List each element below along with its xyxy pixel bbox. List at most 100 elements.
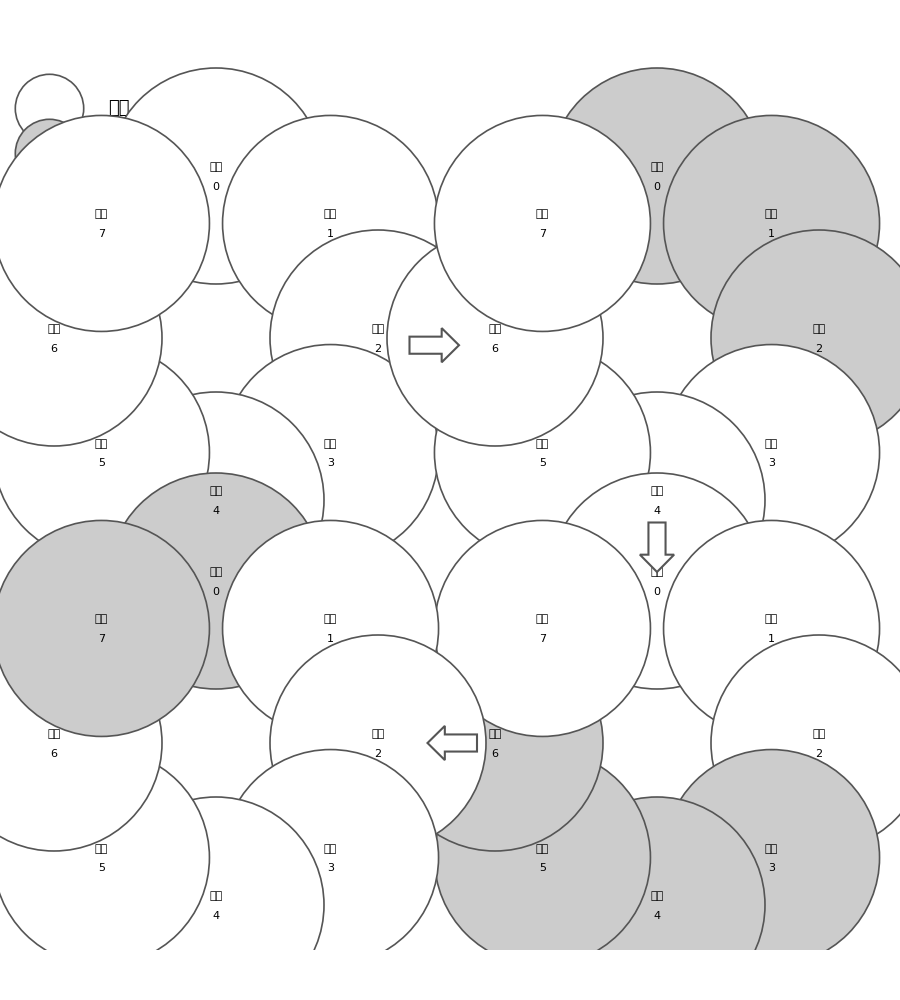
Circle shape (0, 520, 210, 736)
Text: 元件: 元件 (765, 844, 778, 854)
Circle shape (663, 115, 879, 331)
Text: 元件: 元件 (536, 614, 549, 624)
Circle shape (663, 345, 879, 561)
Circle shape (0, 635, 162, 851)
Circle shape (222, 115, 438, 331)
Text: 2: 2 (815, 749, 823, 759)
Circle shape (549, 392, 765, 608)
Text: 元件: 元件 (210, 162, 222, 172)
Text: 元件: 元件 (94, 439, 108, 449)
Text: 3: 3 (327, 458, 334, 468)
Circle shape (549, 68, 765, 284)
Text: 元件: 元件 (48, 729, 60, 739)
Circle shape (663, 520, 879, 736)
Circle shape (387, 635, 603, 851)
Text: 元件: 元件 (765, 614, 778, 624)
Text: 1: 1 (327, 229, 334, 239)
Text: t0: t0 (279, 149, 297, 167)
Circle shape (435, 115, 651, 331)
Circle shape (0, 115, 210, 331)
Text: 元件: 元件 (48, 324, 60, 334)
Text: 元件: 元件 (813, 729, 825, 739)
Text: 7: 7 (539, 634, 546, 644)
Text: 元件: 元件 (372, 729, 384, 739)
Circle shape (108, 797, 324, 1000)
Text: t2: t2 (666, 554, 684, 572)
Text: 7: 7 (539, 229, 546, 239)
Text: 1: 1 (327, 634, 334, 644)
Text: 3: 3 (768, 863, 775, 873)
Text: 有效: 有效 (108, 144, 130, 162)
Text: 0: 0 (212, 182, 220, 192)
Circle shape (15, 119, 84, 188)
Text: 1: 1 (768, 229, 775, 239)
Text: 元件: 元件 (536, 844, 549, 854)
Text: 5: 5 (98, 863, 105, 873)
Text: 4: 4 (653, 506, 661, 516)
Circle shape (435, 750, 651, 966)
Circle shape (222, 345, 438, 561)
Text: 6: 6 (50, 344, 58, 354)
Text: 6: 6 (491, 749, 499, 759)
Text: 元件: 元件 (765, 439, 778, 449)
Circle shape (108, 68, 324, 284)
Circle shape (270, 230, 486, 446)
Text: 元件: 元件 (210, 891, 222, 901)
Text: t1: t1 (666, 149, 684, 167)
Text: 元件: 元件 (372, 324, 384, 334)
Circle shape (549, 473, 765, 689)
Text: 3: 3 (327, 863, 334, 873)
Circle shape (222, 520, 438, 736)
Polygon shape (410, 328, 459, 362)
Circle shape (387, 230, 603, 446)
Text: 4: 4 (212, 506, 220, 516)
Text: 元件: 元件 (210, 567, 222, 577)
Text: 4: 4 (212, 911, 220, 921)
Circle shape (711, 230, 900, 446)
Text: 元件: 元件 (94, 614, 108, 624)
Circle shape (0, 230, 162, 446)
Polygon shape (640, 522, 674, 572)
Text: 2: 2 (374, 344, 382, 354)
Text: 4: 4 (653, 911, 661, 921)
Circle shape (0, 345, 210, 561)
Text: 无效: 无效 (108, 100, 130, 117)
Text: 元件: 元件 (536, 439, 549, 449)
Text: 3: 3 (768, 458, 775, 468)
Text: 7: 7 (98, 229, 105, 239)
Circle shape (711, 635, 900, 851)
Text: 元件: 元件 (651, 891, 663, 901)
Circle shape (270, 635, 486, 851)
Circle shape (222, 750, 438, 966)
Text: 元件: 元件 (489, 324, 501, 334)
Text: 元件: 元件 (651, 486, 663, 496)
Circle shape (663, 750, 879, 966)
Text: 6: 6 (50, 749, 58, 759)
Text: 元件: 元件 (536, 209, 549, 219)
Circle shape (108, 473, 324, 689)
Circle shape (435, 345, 651, 561)
Text: 元件: 元件 (94, 209, 108, 219)
Text: t3: t3 (261, 554, 279, 572)
Text: 6: 6 (491, 344, 499, 354)
Text: 2: 2 (374, 749, 382, 759)
Text: 元件: 元件 (324, 209, 338, 219)
Text: 元件: 元件 (324, 614, 338, 624)
Circle shape (108, 392, 324, 608)
Text: 元件: 元件 (489, 729, 501, 739)
Text: 元件: 元件 (94, 844, 108, 854)
Circle shape (0, 750, 210, 966)
Text: 0: 0 (212, 587, 220, 597)
Text: 元件: 元件 (210, 486, 222, 496)
Text: 元件: 元件 (813, 324, 825, 334)
Polygon shape (428, 726, 477, 760)
Text: 元件: 元件 (324, 439, 338, 449)
Text: 7: 7 (98, 634, 105, 644)
Text: 元件: 元件 (324, 844, 338, 854)
Text: 元件: 元件 (765, 209, 778, 219)
Text: 0: 0 (653, 182, 661, 192)
Text: 1: 1 (768, 634, 775, 644)
Text: 5: 5 (539, 458, 546, 468)
Circle shape (435, 520, 651, 736)
Text: 5: 5 (539, 863, 546, 873)
